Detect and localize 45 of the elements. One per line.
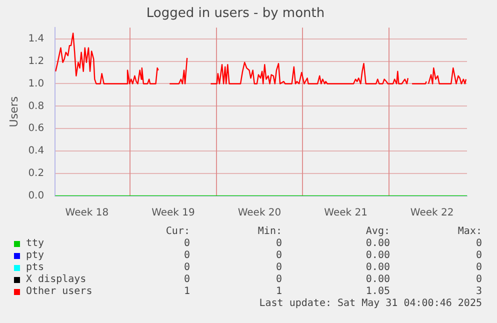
x-tick-label: Week 19 — [152, 208, 195, 219]
y-tick-label: 0.6 — [28, 123, 44, 134]
legend-label: X displays — [26, 274, 86, 285]
text: Avg: — [366, 226, 390, 237]
text: Last update: Sat May 31 04:00:46 2025 — [259, 298, 482, 309]
y-tick-label: 0.4 — [28, 146, 44, 157]
text: 0 — [476, 250, 482, 261]
y-axis-title: Users — [7, 96, 20, 128]
text: 0 — [276, 250, 282, 261]
text: 0 — [476, 238, 482, 249]
text: 0.00 — [366, 238, 390, 249]
text: 0 — [184, 262, 190, 273]
text: 0.00 — [366, 262, 390, 273]
legend-label: Other users — [26, 286, 92, 297]
text: 0 — [476, 262, 482, 273]
text: Max: — [458, 226, 482, 237]
text: Min: — [258, 226, 282, 237]
y-tick-label: 1.0 — [28, 78, 44, 90]
legend-label: pts — [26, 262, 44, 273]
y-tick-label: 0.0 — [28, 190, 44, 202]
x-tick-label: Week 21 — [324, 208, 368, 219]
text: 0 — [276, 238, 282, 249]
text: 0 — [184, 238, 190, 249]
y-tick-label: 0.8 — [28, 100, 44, 112]
y-tick-label: 1.2 — [28, 56, 44, 67]
chart-title: Logged in users - by month — [146, 6, 325, 22]
text: 0.00 — [366, 250, 390, 261]
legend-label: tty — [26, 238, 44, 249]
text: Cur: — [166, 226, 190, 237]
x-tick-label: Week 22 — [410, 208, 454, 219]
legend-label: pty — [26, 250, 44, 261]
text: 1 — [276, 286, 282, 297]
text: 3 — [476, 286, 482, 297]
text: 1.05 — [366, 286, 390, 297]
y-tick-label: 0.2 — [28, 168, 44, 180]
text: 0 — [276, 274, 282, 285]
x-tick-label: Week 20 — [238, 208, 282, 219]
text: 0 — [184, 274, 190, 285]
x-tick-label: Week 18 — [65, 208, 109, 219]
text: 0 — [184, 250, 190, 261]
y-tick-label: 1.4 — [28, 33, 44, 44]
text: 0.00 — [366, 274, 390, 285]
text: 0 — [476, 274, 482, 285]
text: 0 — [276, 262, 282, 273]
text: 1 — [184, 286, 190, 297]
